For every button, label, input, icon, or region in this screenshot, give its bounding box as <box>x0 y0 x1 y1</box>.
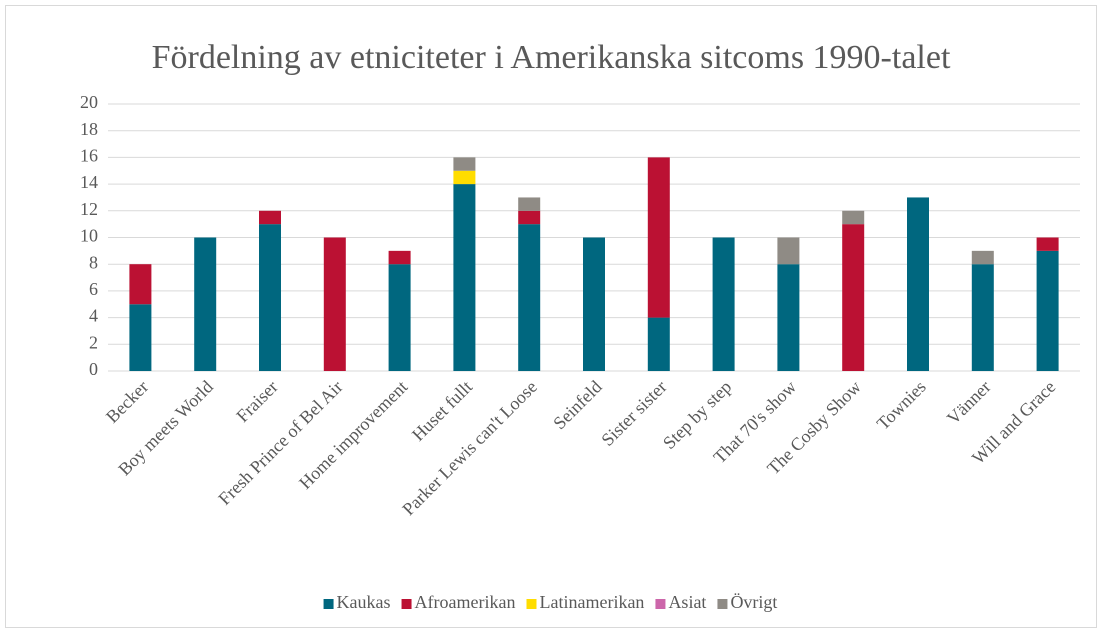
legend-label: Kaukas <box>337 592 391 612</box>
bar-segment <box>259 224 281 371</box>
bar-segment <box>1036 237 1059 251</box>
bar-segment <box>259 210 281 225</box>
bar-segment <box>842 210 865 225</box>
legend-label: Asiat <box>668 592 706 612</box>
bar-segment <box>971 264 994 371</box>
x-tick-label: Townies <box>873 377 930 434</box>
bar-segment <box>842 224 865 371</box>
y-tick-label: 12 <box>80 199 98 219</box>
legend-swatch <box>717 599 728 609</box>
legend-label: Övrigt <box>730 592 777 612</box>
bar-segment <box>712 237 735 371</box>
y-tick-label: 4 <box>89 306 98 326</box>
bar-segment <box>518 210 541 225</box>
y-tick-label: 8 <box>89 252 98 272</box>
y-tick-label: 2 <box>89 332 98 352</box>
bar-segment <box>388 250 411 265</box>
x-tick-label: Vänner <box>943 377 995 429</box>
y-tick-label: 0 <box>89 359 98 379</box>
x-tick-label: Parker Lewis can't Loose <box>398 377 541 520</box>
bar-segment <box>777 264 800 371</box>
y-tick-label: 14 <box>80 172 98 192</box>
legend-label: Latinamerikan <box>539 592 644 612</box>
y-tick-label: 16 <box>80 146 98 166</box>
y-tick-label: 6 <box>89 279 98 299</box>
y-tick-label: 18 <box>80 119 98 139</box>
chart-title: Fördelning av etniciteter i Amerikanska … <box>151 39 951 76</box>
bar-segment <box>647 317 670 371</box>
legend-label: Afroamerikan <box>415 592 516 612</box>
bar-segment <box>453 157 476 171</box>
bar-segment <box>388 264 411 371</box>
bar-segment <box>518 197 541 211</box>
bar-segment <box>1036 250 1059 371</box>
chart-border <box>5 5 1097 628</box>
bar-segment <box>518 224 541 371</box>
bar-segment <box>971 250 994 265</box>
x-tick-label: Huset fullt <box>408 377 476 445</box>
y-tick-label: 10 <box>80 226 98 246</box>
legend-swatch <box>323 599 334 609</box>
legend-swatch <box>526 599 537 609</box>
bar-segment <box>647 157 670 318</box>
y-tick-label: 20 <box>80 92 98 112</box>
x-tick-label: Seinfeld <box>549 377 606 434</box>
bar-segment <box>777 237 800 265</box>
x-tick-label: Becker <box>102 377 152 427</box>
bar-segment <box>907 197 929 371</box>
bar-segment <box>129 264 152 305</box>
bar-segment <box>129 304 152 371</box>
x-tick-label: Fresh Prince of Bel Air <box>214 377 346 509</box>
bar-segment <box>323 237 346 371</box>
bar-segment <box>583 237 605 371</box>
bar-segment <box>453 184 476 371</box>
bar-segment <box>453 170 476 185</box>
bar-segment <box>194 237 217 371</box>
x-tick-label: Fraiser <box>232 377 281 426</box>
legend-swatch <box>401 599 412 609</box>
x-tick-label: Home improvement <box>295 377 411 493</box>
legend-swatch <box>655 599 666 609</box>
